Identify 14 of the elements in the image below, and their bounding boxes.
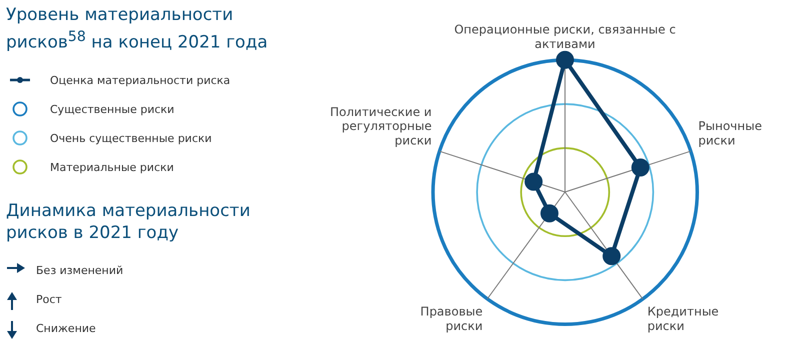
text: Динамика материальности рисков в 2021 году — [6, 200, 252, 244]
spoke-label: Кредитные риски — [647, 304, 719, 334]
spoke-label: Политические и регуляторные риски — [330, 104, 432, 148]
text: Рост — [36, 292, 62, 306]
spoke-label: Рыночные риски — [698, 119, 762, 148]
spoke-label: Правовые риски — [420, 304, 483, 334]
text: Очень существенные риски — [50, 132, 212, 145]
spoke-label: Операционные риски, связанные с активами — [454, 22, 676, 51]
text: Существенные риски — [50, 102, 174, 116]
text: Материальные риски — [50, 160, 174, 174]
text: Без изменений — [36, 264, 124, 277]
legend-label: Оценка материальности риска — [50, 74, 230, 87]
chart-title: Уровень материальности рисков$^{58}$ на конец 2021 года — [6, 4, 269, 54]
text: Снижение — [36, 322, 96, 335]
